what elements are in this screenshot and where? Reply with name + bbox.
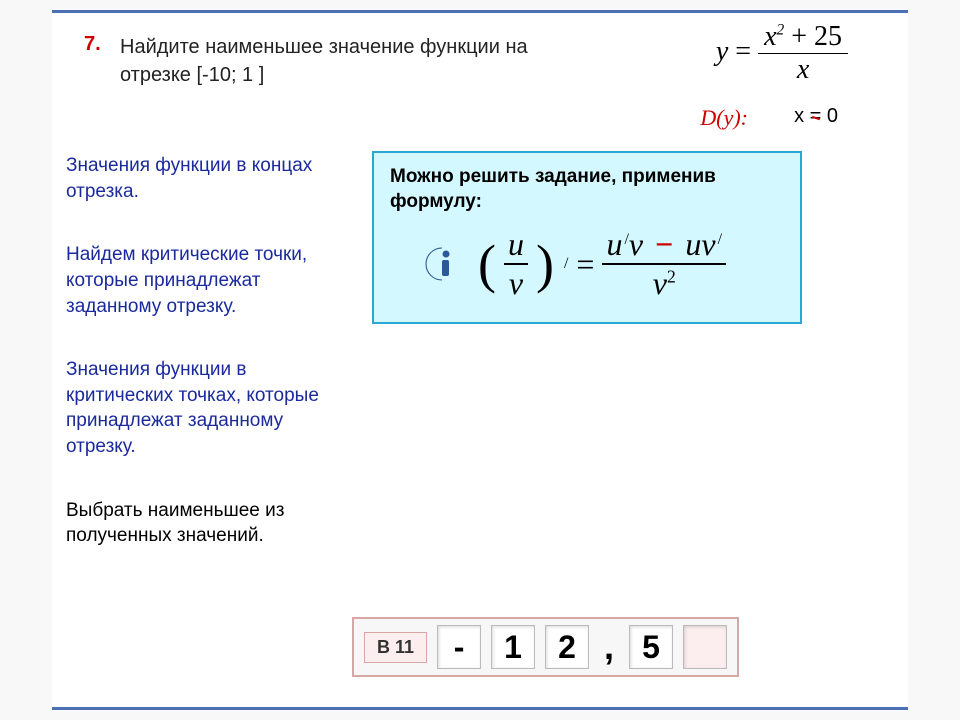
step-1: Значения функции в концах отрезка. — [66, 153, 346, 204]
answer-label: В 11 — [364, 632, 427, 663]
domain-condition: x = 0 — [794, 105, 838, 128]
step-3: Значения функции в критических точках, к… — [66, 357, 346, 460]
steps-sidebar: Значения функции в концах отрезка. Найде… — [66, 153, 346, 587]
step-4: Выбрать наименьшее из полученных значени… — [66, 498, 346, 549]
quotient-rule: ( u v )/ = u/v − uv/ v2 — [390, 226, 784, 302]
formula-title: Можно решить задание, применив формулу: — [390, 165, 784, 214]
domain-label: D(y): — [700, 105, 748, 131]
func-fraction: x2 + 25 x — [758, 21, 848, 86]
formula-box: Можно решить задание, применив формулу: … — [372, 151, 802, 324]
step-2: Найдем критические точки, которые принад… — [66, 242, 346, 319]
answer-cell-4[interactable]: 5 — [629, 625, 673, 669]
answer-comma: , — [599, 626, 619, 668]
info-icon — [420, 242, 464, 286]
problem-text: Найдите наименьшее значение функции на о… — [120, 33, 550, 89]
answer-cell-2[interactable]: 2 — [545, 625, 589, 669]
answer-bar: В 11 - 1 2 , 5 — [352, 617, 739, 677]
answer-cell-0[interactable]: - — [437, 625, 481, 669]
function-equation: y = x2 + 25 x — [716, 21, 848, 86]
answer-cell-5[interactable] — [683, 625, 727, 669]
func-lhs: y — [716, 36, 728, 67]
problem-number: 7. — [84, 33, 101, 56]
answer-cell-1[interactable]: 1 — [491, 625, 535, 669]
not-equal-icon: = — [810, 105, 822, 128]
slide-frame: 7. Найдите наименьшее значение функции н… — [52, 10, 908, 710]
